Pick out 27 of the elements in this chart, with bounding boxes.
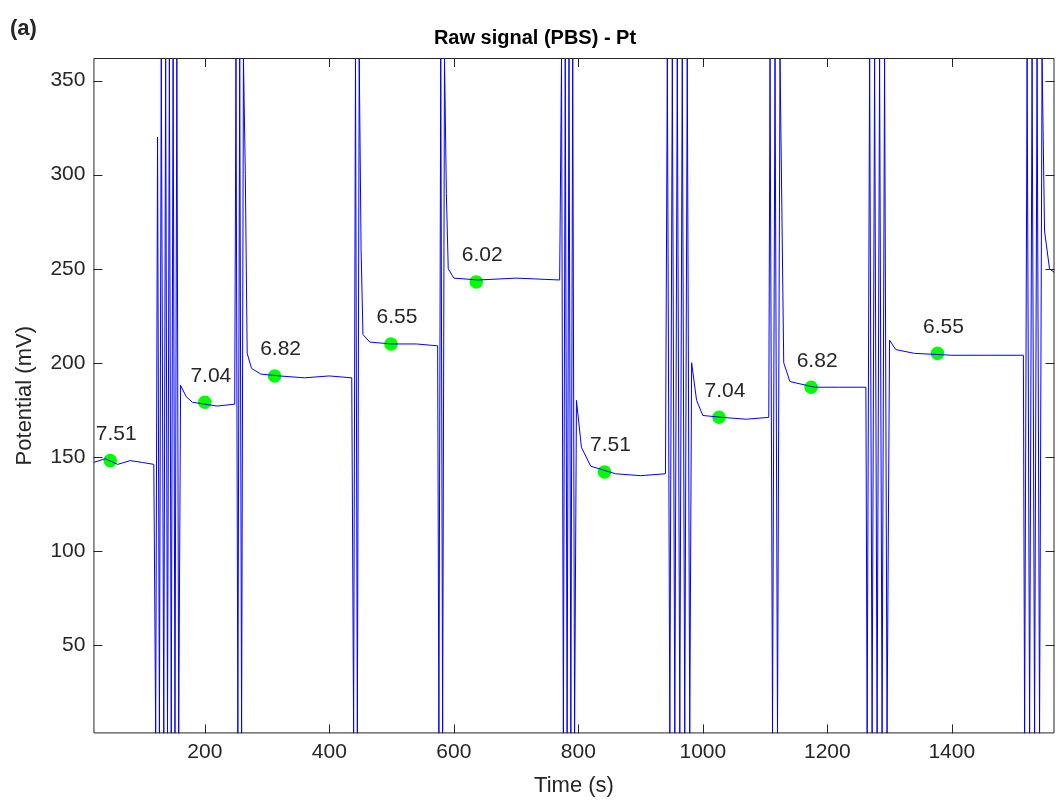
annotation: 7.51	[95, 420, 137, 444]
x-tick-label: 1400	[928, 738, 976, 762]
annotation: 7.51	[590, 432, 631, 456]
y-tick-label: 100	[50, 537, 86, 561]
x-tick-label: 1200	[803, 738, 851, 762]
y-tick-label: 350	[50, 67, 86, 91]
y-tick-label: 300	[50, 161, 86, 185]
x-tick-label: 200	[187, 738, 223, 762]
x-tick-label: 1000	[679, 738, 727, 762]
x-tick-label: 600	[436, 738, 472, 762]
annotation: 7.04	[190, 362, 232, 386]
annotation: 6.55	[376, 304, 418, 328]
x-tick-label: 800	[560, 738, 596, 762]
annotation: 6.55	[923, 313, 964, 337]
chart-title: Raw signal (PBS) - Pt	[433, 25, 637, 48]
x-axis-title: Time (s)	[534, 771, 614, 797]
x-tick-label: 400	[311, 738, 347, 762]
y-tick-label: 150	[50, 443, 86, 467]
y-tick-label: 200	[50, 349, 86, 373]
annotation: 7.04	[704, 377, 746, 401]
annotation: 6.82	[796, 347, 838, 371]
y-tick-label: 250	[50, 255, 86, 279]
annotation: 6.82	[260, 336, 302, 360]
y-axis-title: Potential (mV)	[11, 326, 37, 466]
annotation: 6.02	[461, 242, 503, 266]
text: (a)	[10, 15, 37, 41]
y-tick-label: 50	[62, 631, 86, 655]
